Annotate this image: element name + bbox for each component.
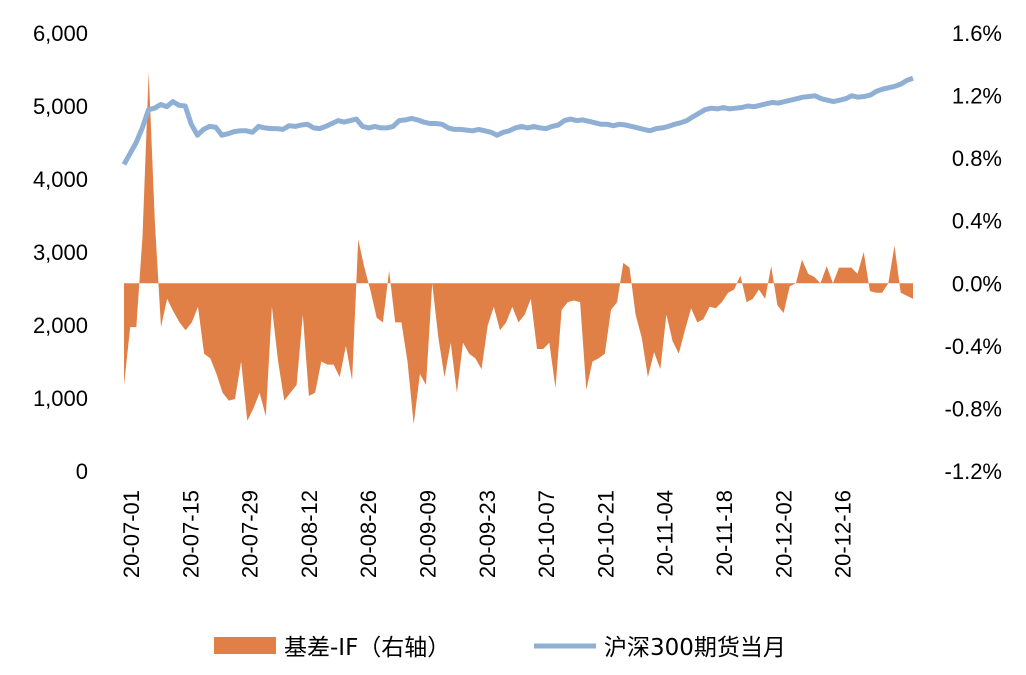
- x-tick-label: 20-08-12: [297, 490, 322, 578]
- left-tick-label: 6,000: [33, 21, 88, 46]
- left-tick-label: 1,000: [33, 386, 88, 411]
- futures-line-layer: [121, 75, 914, 166]
- x-tick-label: 20-08-26: [356, 490, 381, 578]
- legend: 基差-IF（右轴） 沪深300期货当月: [214, 635, 786, 661]
- legend-label-futures: 沪深300期货当月: [604, 635, 786, 661]
- x-tick-label: 20-12-02: [771, 490, 796, 578]
- legend-label-basis: 基差-IF（右轴）: [284, 635, 450, 661]
- left-tick-label: 5,000: [33, 94, 88, 119]
- x-tick-label: 20-12-16: [831, 490, 856, 578]
- right-axis-ticks: 1.6% 1.2% 0.8% 0.4% 0.0% -0.4% -0.8% -1.2%: [945, 21, 1002, 484]
- x-tick-label: 20-09-09: [416, 490, 441, 578]
- left-tick-label: 3,000: [33, 240, 88, 265]
- x-tick-label: 20-07-15: [178, 490, 203, 578]
- right-tick-label: 0.0%: [952, 271, 1002, 296]
- legend-swatch-basis: [214, 637, 276, 654]
- x-tick-label: 20-09-23: [475, 490, 500, 578]
- right-tick-label: -0.4%: [945, 334, 1002, 359]
- basis-area: [124, 72, 913, 425]
- right-tick-label: -1.2%: [945, 459, 1002, 484]
- right-tick-label: 0.4%: [952, 209, 1002, 234]
- futures-line: [121, 75, 914, 166]
- left-tick-label: 2,000: [33, 313, 88, 338]
- x-tick-label: 20-11-18: [712, 490, 737, 576]
- x-tick-label: 20-10-21: [593, 490, 618, 578]
- x-tick-label: 20-07-29: [238, 490, 263, 578]
- x-tick-label: 20-10-07: [534, 490, 559, 578]
- right-tick-label: 1.6%: [952, 21, 1002, 46]
- left-tick-label: 4,000: [33, 167, 88, 192]
- x-tick-label: 20-11-04: [653, 490, 678, 576]
- right-tick-label: 1.2%: [952, 84, 1002, 109]
- x-axis-ticks: 20-07-01 20-07-15 20-07-29 20-08-12 20-08-26…: [119, 490, 856, 578]
- left-tick-label: 0: [76, 459, 88, 484]
- right-tick-label: -0.8%: [945, 396, 1002, 421]
- left-axis-ticks: 6,000 5,000 4,000 3,000 2,000 1,000 0: [33, 21, 88, 484]
- basis-area-layer: [124, 72, 913, 425]
- x-tick-label: 20-07-01: [119, 490, 144, 578]
- right-tick-label: 0.8%: [952, 146, 1002, 171]
